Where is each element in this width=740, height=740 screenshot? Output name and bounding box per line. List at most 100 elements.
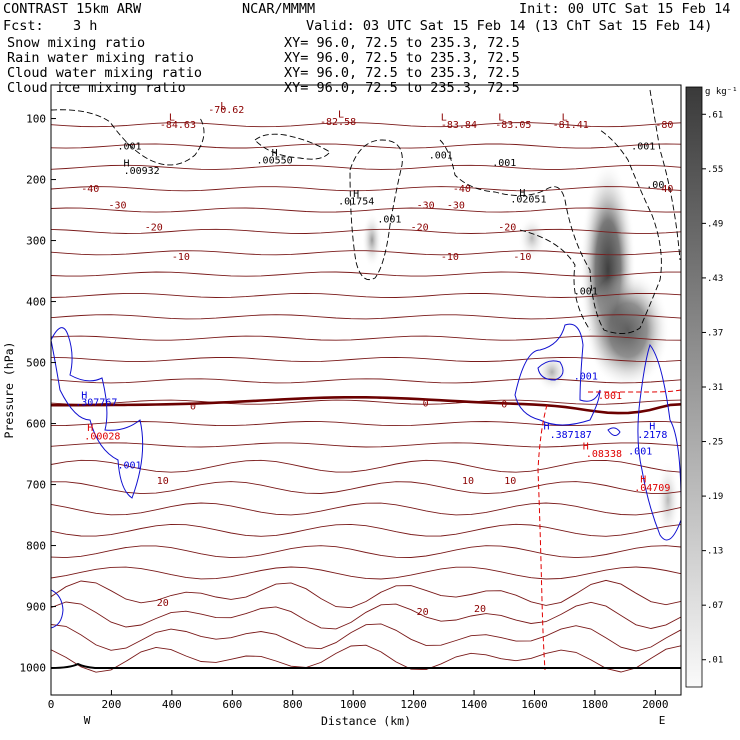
cloud-water-shading-right bbox=[656, 460, 680, 540]
extremum-marker: H bbox=[353, 189, 359, 200]
legend-snow-xy: XY= 96.0, 72.5 to 235.3, 72.5 bbox=[284, 35, 520, 51]
forecast-hour: 3 h bbox=[73, 18, 97, 34]
organization-label: NCAR/MMMM bbox=[242, 1, 315, 17]
plot-frame bbox=[50, 84, 682, 696]
contour-label: -10 bbox=[172, 252, 190, 263]
contour-label: -10 bbox=[441, 252, 459, 263]
x-tick-label: 0 bbox=[48, 698, 55, 711]
snow-contour-east bbox=[439, 129, 662, 334]
isotherm-line bbox=[51, 601, 681, 630]
plot-fields bbox=[51, 89, 681, 673]
legend-cloud-water-name: Cloud water mixing ratio bbox=[7, 65, 202, 81]
extremum-marker: H bbox=[81, 390, 87, 401]
x-tick-label: 600 bbox=[222, 698, 242, 711]
contour-label: -83.84 bbox=[441, 120, 477, 131]
contour-label: .001 bbox=[631, 142, 655, 153]
isotherm-line bbox=[51, 481, 681, 495]
contour-label: .001 bbox=[598, 391, 622, 402]
isotherm-line bbox=[51, 122, 681, 128]
colorbar-tick-label: .61 bbox=[707, 110, 723, 120]
isotherm-line bbox=[51, 314, 681, 320]
colorbar-tick-label: .43 bbox=[707, 274, 723, 284]
field-legend: Snow mixing ratio XY= 96.0, 72.5 to 235.… bbox=[7, 35, 520, 96]
cloud-water-contour-west bbox=[51, 327, 144, 499]
x-tick-label: 1000 bbox=[340, 698, 367, 711]
forecast-label: Fcst: bbox=[3, 18, 44, 34]
cloud-water-contour-small bbox=[607, 427, 621, 436]
isotherm-line bbox=[51, 644, 681, 673]
extremum-marker: H bbox=[583, 442, 589, 453]
legend-snow-name: Snow mixing ratio bbox=[7, 35, 145, 51]
contour-label: .02051 bbox=[510, 195, 546, 206]
isotherm-line bbox=[51, 566, 681, 580]
contour-label: .001 bbox=[429, 151, 453, 162]
isotherm-line bbox=[51, 143, 681, 149]
contour-label: .00028 bbox=[84, 431, 120, 442]
cloud-ice-shading-small bbox=[362, 212, 382, 268]
contour-label: .001 bbox=[492, 158, 516, 169]
contour-label: .001 bbox=[377, 215, 401, 226]
isotherm-line bbox=[51, 164, 681, 170]
y-tick-label: 100 bbox=[26, 113, 46, 126]
contour-label: -40 bbox=[655, 184, 673, 195]
y-tick-label: 1000 bbox=[20, 662, 47, 675]
colorbar-unit: g kg⁻¹ bbox=[705, 87, 738, 97]
contour-label: -40 bbox=[453, 184, 471, 195]
isotherm-line bbox=[51, 271, 681, 277]
colorbar-tick-label: .13 bbox=[707, 547, 723, 557]
y-axis-title: Pressure (hPa) bbox=[2, 342, 16, 439]
y-tick-label: 200 bbox=[26, 174, 46, 187]
contour-label: -20 bbox=[145, 223, 163, 234]
contour-label: 0 bbox=[501, 400, 507, 411]
isotherm-line bbox=[51, 356, 681, 363]
contour-label: 20 bbox=[417, 607, 429, 618]
cloud-ice-shading-lower bbox=[586, 270, 670, 390]
isotherm-line bbox=[51, 228, 681, 234]
contour-label: .001 bbox=[118, 142, 142, 153]
cloud-water-contour-east bbox=[514, 323, 601, 426]
contour-label: .01754 bbox=[338, 196, 374, 207]
snow-contour-west bbox=[51, 109, 205, 166]
isotherm-line bbox=[51, 579, 681, 609]
extremum-marker: H bbox=[649, 421, 655, 432]
contour-label: .387187 bbox=[550, 430, 592, 441]
x-tick-label: 2000 bbox=[642, 698, 669, 711]
isotherm-line bbox=[51, 623, 681, 652]
extremum-marker: H bbox=[272, 148, 278, 159]
isotherm-line bbox=[51, 186, 681, 192]
x-tick-label: 1400 bbox=[461, 698, 488, 711]
isotherm-line bbox=[51, 523, 681, 537]
contour-label: .307767 bbox=[75, 398, 117, 409]
contour-label: 10 bbox=[462, 476, 474, 487]
init-time: Init: 00 UTC Sat 15 Feb 14 bbox=[519, 1, 730, 17]
west-label: W bbox=[84, 714, 91, 727]
y-tick-label: 400 bbox=[26, 296, 46, 309]
contour-label: -10 bbox=[513, 252, 531, 263]
isotherm-line bbox=[51, 545, 681, 559]
y-tick-label: 900 bbox=[26, 601, 46, 614]
contour-label: .001 bbox=[628, 447, 652, 458]
cloud-water-contour-far-east bbox=[637, 343, 681, 541]
extremum-marker: L bbox=[562, 113, 568, 124]
colorbar-tick-label: .49 bbox=[707, 219, 723, 229]
y-tick-label: 500 bbox=[26, 357, 46, 370]
cloud-water-contour-west-low bbox=[51, 589, 64, 629]
isotherm-line bbox=[51, 378, 681, 384]
colorbar: g kg⁻¹ .01 .07 .13 .19 .25 .31 .37 .43 .49 .55 .61 bbox=[685, 86, 738, 688]
contour-label: .001 bbox=[118, 461, 142, 472]
extremum-marker: L bbox=[220, 101, 226, 112]
legend-cloud-water-xy: XY= 96.0, 72.5 to 235.3, 72.5 bbox=[284, 65, 520, 81]
colorbar-tick-label: .55 bbox=[707, 165, 723, 175]
contour-label: .08338 bbox=[586, 449, 622, 460]
legend-cloud-ice-xy: XY= 96.0, 72.5 to 235.3, 72.5 bbox=[284, 80, 520, 96]
extremum-marker: L bbox=[441, 113, 447, 124]
contour-label: 10 bbox=[504, 476, 516, 487]
contour-label: -30 bbox=[447, 201, 465, 212]
x-tick-label: 200 bbox=[101, 698, 121, 711]
isotherm-line bbox=[51, 335, 681, 341]
terrain-surface-line bbox=[51, 662, 681, 669]
isotherm-line bbox=[51, 502, 681, 516]
x-tick-label: 800 bbox=[283, 698, 303, 711]
snow-contour-mid bbox=[254, 133, 331, 160]
